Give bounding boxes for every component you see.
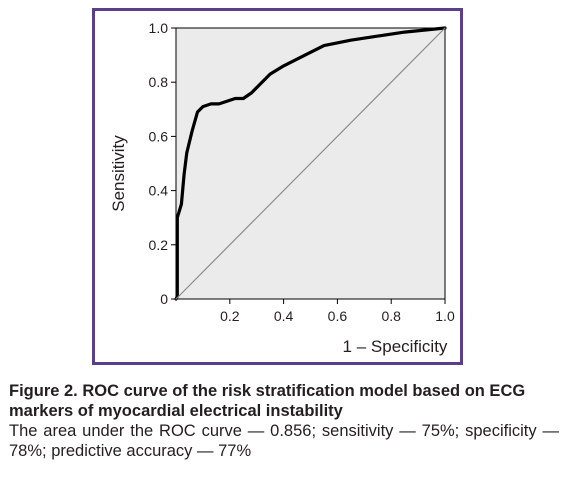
figure-caption: Figure 2. ROC curve of the risk stratifi… [9, 381, 559, 461]
x-tick-label: 0.6 [328, 308, 348, 324]
y-tick-label: 1.0 [149, 20, 169, 36]
x-tick-label: 1.0 [435, 308, 455, 324]
roc-chart: 0 0.2 0.4 0.6 0.8 1.0 0.2 0.4 0.6 0.8 1.0 1 – Speci… [109, 20, 455, 356]
y-tick-label: 0.2 [149, 237, 169, 253]
caption-title: Figure 2. ROC curve of the risk stratifi… [9, 382, 526, 420]
x-tick-label: 0.4 [274, 308, 294, 324]
y-tick-label: 0.4 [149, 183, 169, 199]
figure-frame: 0 0.2 0.4 0.6 0.8 1.0 0.2 0.4 0.6 0.8 1.0 1 – Speci… [92, 8, 463, 365]
y-tick-label: 0.8 [149, 74, 169, 90]
x-axis-title: 1 – Specificity [343, 337, 448, 356]
reference-diagonal-line [175, 27, 446, 300]
caption-body: The area under the ROC curve — 0.856; se… [9, 422, 559, 460]
y-tick-label: 0 [160, 291, 168, 307]
y-axis-title: Sensitivity [109, 135, 128, 212]
roc-curve-line [174, 26, 447, 301]
x-tick-label: 0.2 [220, 308, 240, 324]
y-tick-label: 0.6 [149, 128, 169, 144]
x-tick-label: 0.8 [381, 308, 401, 324]
